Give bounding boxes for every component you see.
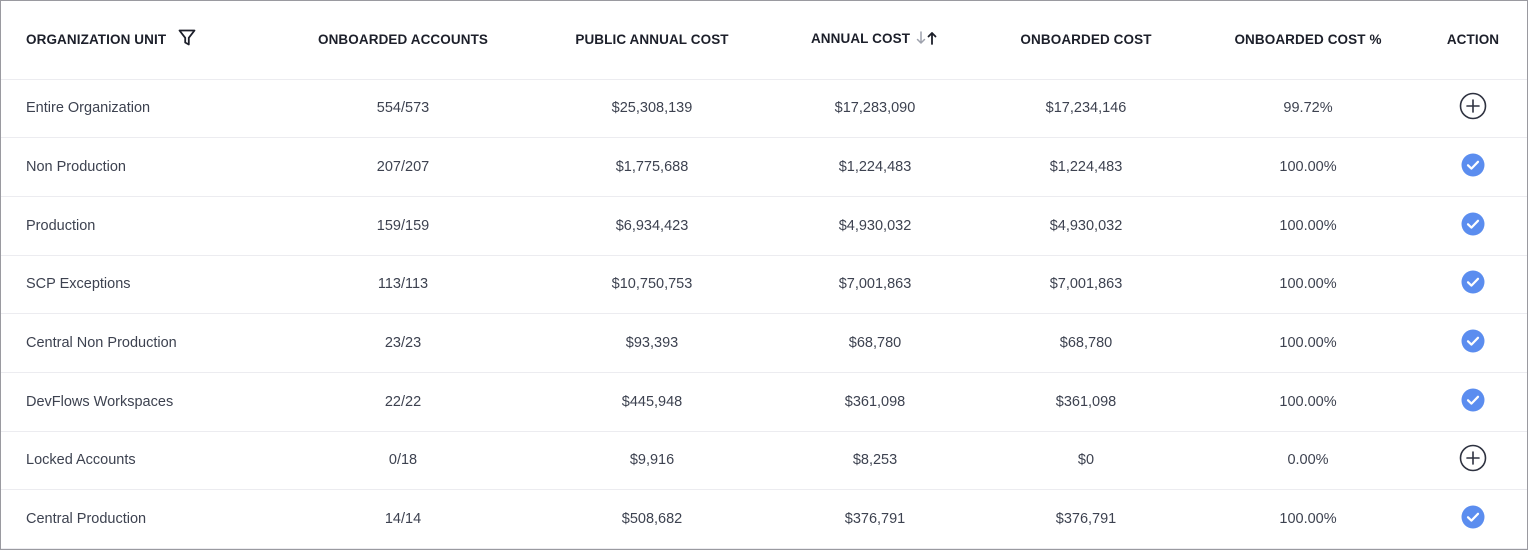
header-onboarded-accounts-label: ONBOARDED ACCOUNTS <box>317 32 489 48</box>
cell-onboarded-cost: $1,224,483 <box>975 137 1197 197</box>
table-header-row: ORGANIZATION UNIT ONBOARDED ACCOUNTS PUB… <box>1 1 1527 80</box>
check-circle-icon[interactable] <box>1461 153 1485 181</box>
cell-action <box>1419 137 1527 197</box>
header-public-annual-cost[interactable]: PUBLIC ANNUAL COST <box>529 1 775 80</box>
cell-public-annual-cost: $508,682 <box>529 489 775 549</box>
cell-org-unit[interactable]: DevFlows Workspaces <box>1 372 277 432</box>
check-circle-icon[interactable] <box>1461 505 1485 533</box>
cell-onboarded-cost-pct: 100.00% <box>1197 489 1419 549</box>
cell-onboarded-accounts: 23/23 <box>277 313 529 373</box>
cell-onboarded-cost: $7,001,863 <box>975 255 1197 315</box>
header-onboarded-accounts[interactable]: ONBOARDED ACCOUNTS <box>277 1 529 80</box>
table-row: Central Production 14/14 $508,682 $376,791 $… <box>1 489 1527 549</box>
header-public-annual-cost-label: PUBLIC ANNUAL COST <box>575 32 729 48</box>
filter-icon[interactable] <box>178 29 196 50</box>
cell-onboarded-cost-pct: 100.00% <box>1197 372 1419 432</box>
cell-onboarded-accounts: 554/573 <box>277 79 529 139</box>
cell-action <box>1419 255 1527 315</box>
cell-annual-cost: $361,098 <box>775 372 975 432</box>
cell-public-annual-cost: $445,948 <box>529 372 775 432</box>
cell-onboarded-accounts: 22/22 <box>277 372 529 432</box>
cell-onboarded-cost-pct: 0.00% <box>1197 431 1419 491</box>
cell-public-annual-cost: $9,916 <box>529 431 775 491</box>
cell-annual-cost: $1,224,483 <box>775 137 975 197</box>
cell-onboarded-cost: $4,930,032 <box>975 196 1197 256</box>
header-onboarded-cost[interactable]: ONBOARDED COST <box>975 1 1197 80</box>
cell-onboarded-accounts: 207/207 <box>277 137 529 197</box>
cell-action <box>1419 313 1527 373</box>
header-org-unit-label: ORGANIZATION UNIT <box>26 32 167 48</box>
cell-onboarded-cost-pct: 100.00% <box>1197 196 1419 256</box>
cell-onboarded-cost-pct: 100.00% <box>1197 137 1419 197</box>
cell-action <box>1419 372 1527 432</box>
cell-onboarded-accounts: 159/159 <box>277 196 529 256</box>
cell-org-unit[interactable]: Production <box>1 196 277 256</box>
header-annual-cost-label: ANNUAL COST <box>810 31 911 47</box>
table-row: Locked Accounts 0/18 $9,916 $8,253 $0 0.00% <box>1 431 1527 491</box>
cell-public-annual-cost: $10,750,753 <box>529 255 775 315</box>
cell-annual-cost: $17,283,090 <box>775 79 975 139</box>
check-circle-icon[interactable] <box>1461 212 1485 240</box>
cell-onboarded-cost-pct: 99.72% <box>1197 79 1419 139</box>
header-org-unit: ORGANIZATION UNIT <box>1 1 277 80</box>
table-row: SCP Exceptions 113/113 $10,750,753 $7,001,8… <box>1 255 1527 315</box>
cell-annual-cost: $7,001,863 <box>775 255 975 315</box>
cell-public-annual-cost: $93,393 <box>529 313 775 373</box>
cell-action <box>1419 489 1527 549</box>
header-onboarded-cost-pct-label: ONBOARDED COST % <box>1234 32 1382 48</box>
header-onboarded-cost-label: ONBOARDED COST <box>1020 32 1152 48</box>
cell-onboarded-cost: $376,791 <box>975 489 1197 549</box>
cell-annual-cost: $4,930,032 <box>775 196 975 256</box>
header-onboarded-cost-pct[interactable]: ONBOARDED COST % <box>1197 1 1419 80</box>
cell-action <box>1419 196 1527 256</box>
header-annual-cost[interactable]: ANNUAL COST <box>775 1 975 80</box>
cell-onboarded-accounts: 14/14 <box>277 489 529 549</box>
cell-annual-cost: $68,780 <box>775 313 975 373</box>
cell-onboarded-cost: $361,098 <box>975 372 1197 432</box>
table-row: Production 159/159 $6,934,423 $4,930,032 $4,… <box>1 196 1527 256</box>
header-action: ACTION <box>1419 1 1527 80</box>
cell-org-unit[interactable]: Central Non Production <box>1 313 277 373</box>
table-row: Non Production 207/207 $1,775,688 $1,224,48… <box>1 137 1527 197</box>
check-circle-icon[interactable] <box>1461 329 1485 357</box>
cell-action <box>1419 431 1527 491</box>
cell-annual-cost: $376,791 <box>775 489 975 549</box>
sort-arrows-icon[interactable] <box>915 31 939 48</box>
cell-org-unit[interactable]: Central Production <box>1 489 277 549</box>
cell-onboarded-cost-pct: 100.00% <box>1197 255 1419 315</box>
check-circle-icon[interactable] <box>1461 270 1485 298</box>
cell-public-annual-cost: $6,934,423 <box>529 196 775 256</box>
check-circle-icon[interactable] <box>1461 388 1485 416</box>
cell-onboarded-cost: $0 <box>975 431 1197 491</box>
plus-circle-icon[interactable] <box>1459 444 1487 476</box>
cell-public-annual-cost: $1,775,688 <box>529 137 775 197</box>
cell-onboarded-cost: $68,780 <box>975 313 1197 373</box>
cell-onboarded-accounts: 0/18 <box>277 431 529 491</box>
cell-onboarded-cost-pct: 100.00% <box>1197 313 1419 373</box>
header-action-label: ACTION <box>1446 32 1500 48</box>
cell-org-unit[interactable]: Non Production <box>1 137 277 197</box>
table-row: DevFlows Workspaces 22/22 $445,948 $361,098… <box>1 372 1527 432</box>
table-row: Central Non Production 23/23 $93,393 $68,78… <box>1 313 1527 373</box>
cell-org-unit[interactable]: Locked Accounts <box>1 431 277 491</box>
cell-annual-cost: $8,253 <box>775 431 975 491</box>
table-row: Entire Organization 554/573 $25,308,139 $17… <box>1 79 1527 139</box>
cell-public-annual-cost: $25,308,139 <box>529 79 775 139</box>
table-body: Entire Organization 554/573 $25,308,139 $17… <box>1 79 1527 549</box>
cell-onboarded-accounts: 113/113 <box>277 255 529 315</box>
cell-org-unit[interactable]: Entire Organization <box>1 79 277 139</box>
cell-onboarded-cost: $17,234,146 <box>975 79 1197 139</box>
cell-action <box>1419 79 1527 139</box>
cell-org-unit[interactable]: SCP Exceptions <box>1 255 277 315</box>
plus-circle-icon[interactable] <box>1459 92 1487 124</box>
